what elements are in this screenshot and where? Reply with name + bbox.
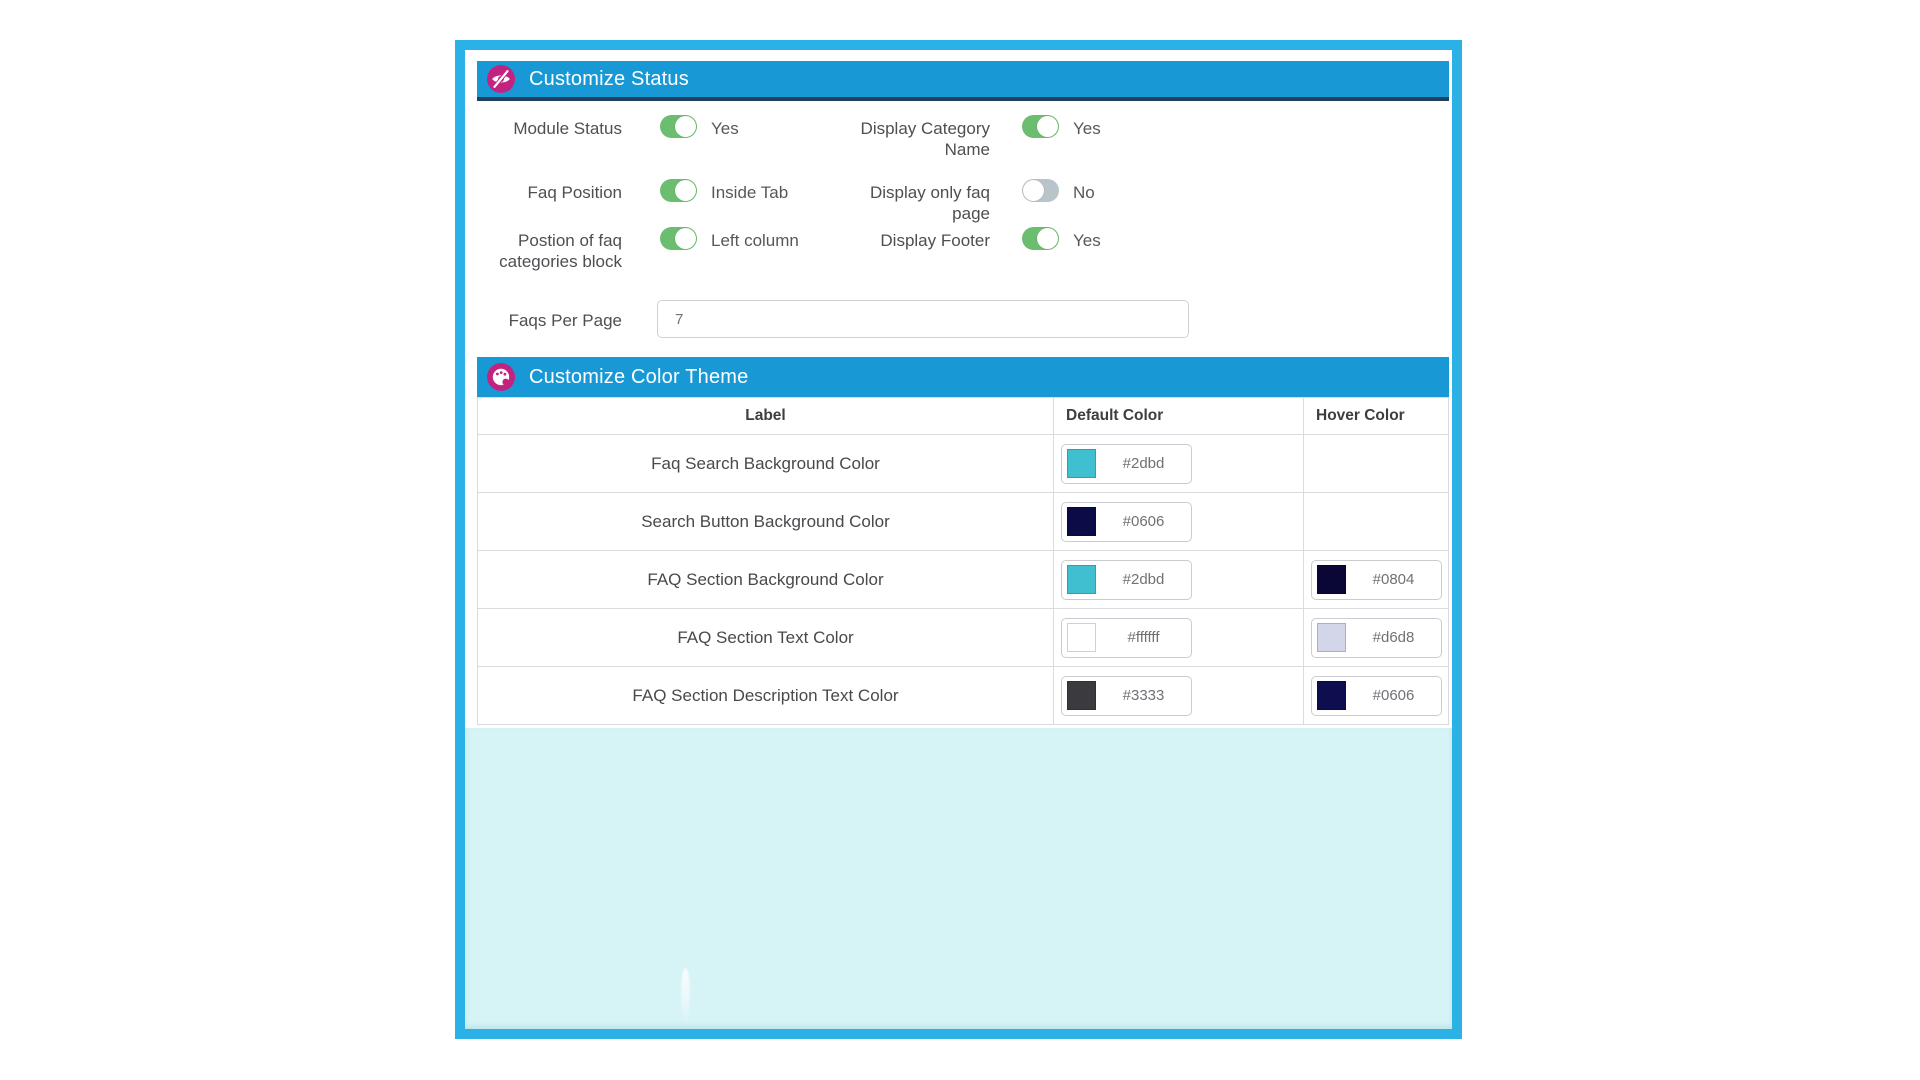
toggle-knob [675,180,696,201]
color-swatch [1067,565,1096,594]
field-position-of-faq-categories-block: Postion of faq categories block Left col… [477,227,845,291]
color-swatch [1317,681,1346,710]
row-label: FAQ Section Description Text Color [477,666,1054,725]
color-swatch [1067,681,1096,710]
field-label: Display Category Name [860,119,990,159]
color-hex-value: #0606 [1372,687,1415,704]
field-display-category-name: Display Category Name Yes [845,115,1449,179]
default-color-picker[interactable]: #2dbd [1061,559,1192,600]
table-row: Search Button Background Color #0606 [477,492,1449,551]
field-faqs-per-page: Faqs Per Page [477,297,1449,341]
color-swatch [1067,507,1096,536]
field-module-status: Module Status Yes [477,115,845,179]
table-row: FAQ Section Description Text Color #3333 [477,666,1449,725]
customize-status-header: Customize Status [477,61,1449,101]
field-label: Display Footer [880,231,990,250]
column-header-label: Label [477,397,1054,435]
color-swatch [1317,565,1346,594]
hover-color-picker[interactable]: #0606 [1311,675,1442,716]
hover-color-picker[interactable]: #d6d8 [1311,617,1442,658]
toggle-knob [675,228,696,249]
faq-position-toggle[interactable] [660,179,697,202]
table-header-row: Label Default Color Hover Color [477,397,1449,435]
color-hex-value: #d6d8 [1372,629,1415,646]
field-display-footer: Display Footer Yes [845,227,1449,291]
field-label: Postion of faq categories block [499,231,622,271]
row-label: FAQ Section Text Color [477,608,1054,667]
row-label: Faq Search Background Color [477,434,1054,493]
row-label: FAQ Section Background Color [477,550,1054,609]
display-only-faq-page-toggle[interactable] [1022,179,1059,202]
field-faq-position: Faq Position Inside Tab [477,179,845,227]
table-row: Faq Search Background Color #2dbd [477,434,1449,493]
default-color-picker[interactable]: #0606 [1061,501,1192,542]
palette-icon [487,363,515,391]
toggle-value: Yes [1073,119,1101,138]
color-swatch [1317,623,1346,652]
highlighted-module-frame: Customize Status Module Status Yes Displ… [455,40,1462,1039]
panel-title: Customize Status [529,67,689,90]
color-swatch [1067,449,1096,478]
display-footer-toggle[interactable] [1022,227,1059,250]
module-status-toggle[interactable] [660,115,697,138]
color-hex-value: #3333 [1122,687,1165,704]
table-row: FAQ Section Background Color #2dbd [477,550,1449,609]
color-hex-value: #2dbd [1122,455,1165,472]
faq-categories-block-position-toggle[interactable] [660,227,697,250]
field-label: Faqs Per Page [508,311,622,330]
color-swatch [1067,623,1096,652]
default-color-picker[interactable]: #ffffff [1061,617,1192,658]
status-form: Module Status Yes Display Category Name … [477,101,1449,357]
color-hex-value: #2dbd [1122,571,1165,588]
field-label: Faq Position [527,183,623,202]
default-color-picker[interactable]: #3333 [1061,675,1192,716]
toggle-value: Yes [1073,231,1101,250]
column-header-hover-color: Hover Color [1303,397,1449,435]
faqs-per-page-input[interactable] [657,300,1189,338]
panel-title: Customize Color Theme [529,365,749,388]
page-background-area [465,728,1452,1029]
color-hex-value: #0606 [1122,513,1165,530]
color-hex-value: #0804 [1372,571,1415,588]
toggle-knob [1037,228,1058,249]
cursor-artifact [681,968,690,1023]
eye-off-icon [487,65,515,93]
default-color-picker[interactable]: #2dbd [1061,443,1192,484]
row-label: Search Button Background Color [477,492,1054,551]
toggle-value: Left column [711,231,799,250]
color-hex-value: #ffffff [1127,629,1160,646]
toggle-knob [1023,180,1044,201]
toggle-knob [1037,116,1058,137]
color-theme-table: Label Default Color Hover Color Faq Sear… [477,397,1449,725]
field-display-only-faq-page: Display only faq page No [845,179,1449,227]
toggle-value: Inside Tab [711,183,789,202]
hover-color-picker[interactable]: #0804 [1311,559,1442,600]
display-category-name-toggle[interactable] [1022,115,1059,138]
customize-color-theme-header: Customize Color Theme [477,357,1449,397]
field-label: Module Status [513,119,622,138]
toggle-value: No [1073,183,1095,202]
toggle-knob [675,116,696,137]
field-label: Display only faq page [869,183,990,223]
column-header-default-color: Default Color [1053,397,1304,435]
table-row: FAQ Section Text Color #ffffff [477,608,1449,667]
toggle-value: Yes [711,119,739,138]
